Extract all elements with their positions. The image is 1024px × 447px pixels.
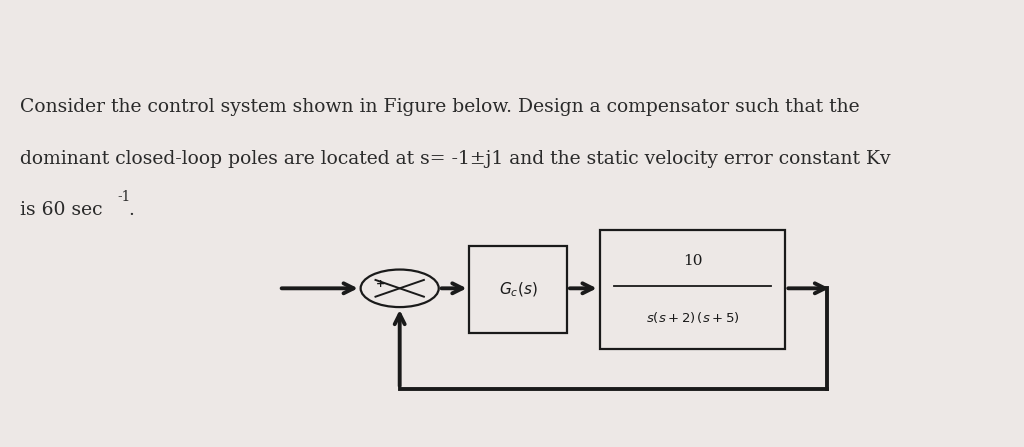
Text: dominant closed-loop poles are located at s= -1±j1 and the static velocity error: dominant closed-loop poles are located a…: [20, 150, 891, 168]
Text: +: +: [377, 279, 386, 289]
Bar: [599, 230, 785, 349]
Text: Consider the control system shown in Figure below. Design a compensator such tha: Consider the control system shown in Fig…: [20, 98, 860, 116]
Text: is 60 sec: is 60 sec: [20, 201, 103, 219]
Bar: [469, 246, 567, 333]
Text: $s(s + 2)\,(s + 5)$: $s(s + 2)\,(s + 5)$: [645, 310, 739, 325]
Text: .: .: [128, 201, 134, 219]
Text: -1: -1: [118, 190, 131, 204]
Text: $G_c(s)$: $G_c(s)$: [499, 280, 538, 299]
Text: 10: 10: [683, 254, 702, 268]
